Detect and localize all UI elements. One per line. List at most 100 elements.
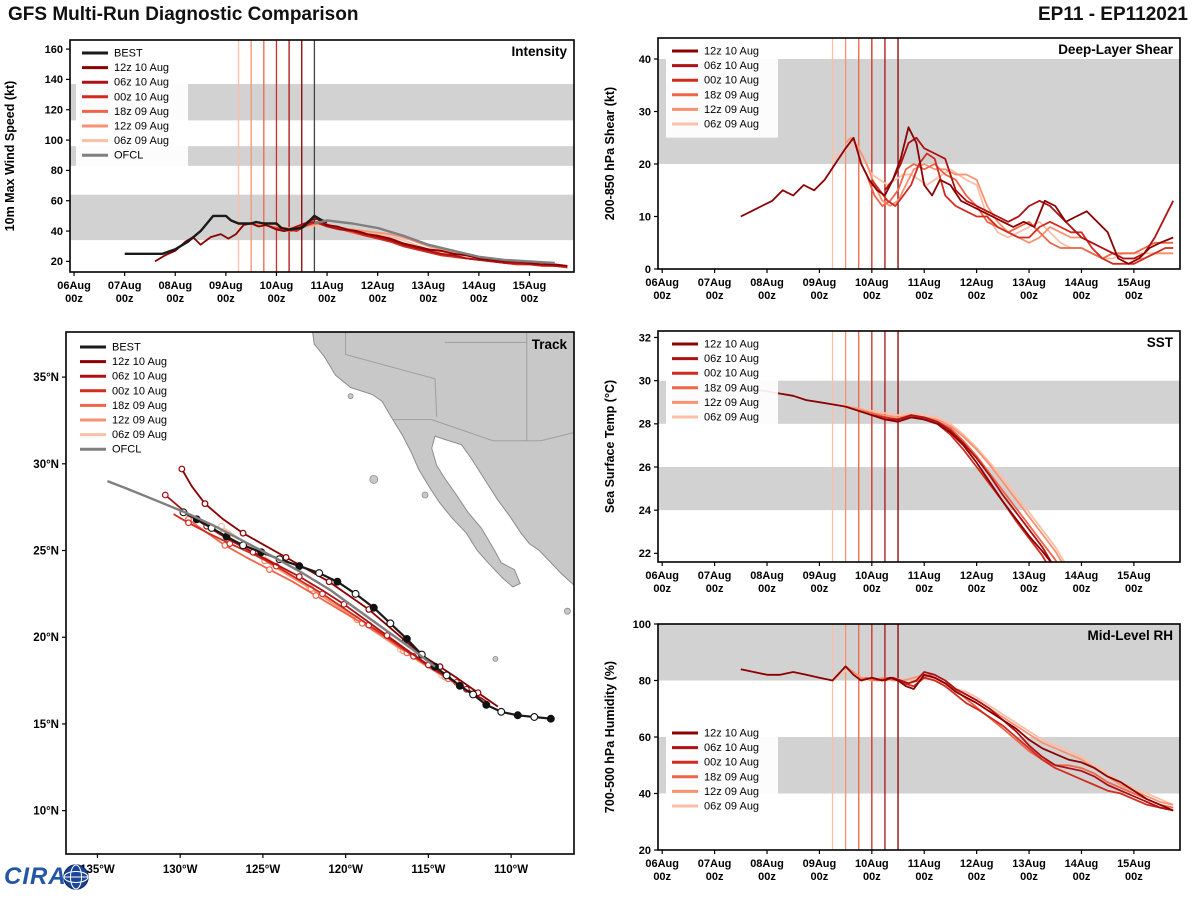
page-title: GFS Multi-Run Diagnostic Comparison	[8, 4, 359, 25]
svg-text:00z: 00z	[1020, 871, 1038, 883]
svg-text:00z: 00z	[116, 293, 134, 305]
svg-text:135°W: 135°W	[80, 864, 115, 876]
svg-text:00z 10 Aug: 00z 10 Aug	[704, 75, 759, 87]
track-map: 135°W 130°W 125°W 120°W 115°W 110°W 10°N 15°N 20…	[33, 331, 575, 876]
svg-text:00z: 00z	[65, 293, 83, 305]
svg-text:160: 160	[45, 44, 63, 56]
svg-text:00z: 00z	[706, 871, 724, 883]
svg-text:115°W: 115°W	[411, 864, 445, 876]
svg-text:120°W: 120°W	[328, 864, 363, 876]
svg-text:12Aug: 12Aug	[960, 277, 994, 289]
svg-text:13Aug: 13Aug	[411, 280, 445, 292]
svg-text:130°W: 130°W	[163, 864, 198, 876]
svg-text:00z: 00z	[318, 293, 336, 305]
svg-text:00z: 00z	[706, 290, 724, 302]
svg-text:00z: 00z	[758, 583, 776, 595]
svg-text:00z 10 Aug: 00z 10 Aug	[704, 757, 759, 769]
svg-text:SST: SST	[1147, 335, 1174, 350]
svg-text:00z: 00z	[968, 871, 986, 883]
svg-text:00z: 00z	[217, 293, 235, 305]
svg-text:10Aug: 10Aug	[855, 858, 889, 870]
svg-text:200-850 hPa Shear (kt): 200-850 hPa Shear (kt)	[603, 87, 617, 220]
svg-text:00z: 00z	[758, 290, 776, 302]
svg-text:07Aug: 07Aug	[698, 277, 732, 289]
svg-text:25°N: 25°N	[33, 546, 59, 558]
svg-text:80: 80	[639, 675, 651, 687]
svg-text:06z 09 Aug: 06z 09 Aug	[112, 429, 167, 441]
svg-text:00z: 00z	[863, 583, 881, 595]
svg-text:08Aug: 08Aug	[750, 858, 784, 870]
svg-text:12z 10 Aug: 12z 10 Aug	[704, 46, 759, 58]
svg-text:12z 09 Aug: 12z 09 Aug	[112, 415, 167, 427]
svg-text:14Aug: 14Aug	[1065, 277, 1099, 289]
svg-text:12z 09 Aug: 12z 09 Aug	[114, 121, 169, 133]
svg-text:11Aug: 11Aug	[908, 277, 941, 289]
svg-text:15Aug: 15Aug	[1117, 858, 1151, 870]
svg-text:00z: 00z	[419, 293, 437, 305]
svg-text:10Aug: 10Aug	[855, 570, 889, 582]
svg-text:15Aug: 15Aug	[1117, 570, 1151, 582]
svg-text:00z: 00z	[521, 293, 539, 305]
svg-text:00z: 00z	[369, 293, 387, 305]
svg-text:00z: 00z	[915, 871, 933, 883]
svg-text:00z: 00z	[968, 290, 986, 302]
svg-text:00z: 00z	[268, 293, 286, 305]
svg-text:Mid-Level RH: Mid-Level RH	[1087, 628, 1173, 643]
svg-text:12Aug: 12Aug	[960, 570, 994, 582]
svg-text:22: 22	[639, 548, 651, 560]
svg-text:18z 09 Aug: 18z 09 Aug	[114, 106, 169, 118]
svg-text:08Aug: 08Aug	[750, 277, 784, 289]
svg-text:11Aug: 11Aug	[908, 858, 941, 870]
svg-text:12z 10 Aug: 12z 10 Aug	[112, 356, 167, 368]
svg-text:30°N: 30°N	[33, 459, 59, 471]
svg-text:28: 28	[639, 419, 651, 431]
svg-text:00z: 00z	[1073, 290, 1091, 302]
svg-text:10Aug: 10Aug	[855, 277, 889, 289]
svg-text:06Aug: 06Aug	[645, 570, 679, 582]
svg-text:Sea Surface Temp (°C): Sea Surface Temp (°C)	[603, 380, 617, 513]
svg-text:06z 09 Aug: 06z 09 Aug	[704, 119, 759, 131]
svg-text:09Aug: 09Aug	[803, 277, 837, 289]
svg-text:00z 10 Aug: 00z 10 Aug	[704, 368, 759, 380]
svg-text:10m Max Wind Speed (kt): 10m Max Wind Speed (kt)	[3, 81, 17, 232]
svg-text:100: 100	[633, 619, 651, 631]
svg-text:00z: 00z	[1020, 583, 1038, 595]
svg-text:13Aug: 13Aug	[1012, 858, 1046, 870]
svg-text:14Aug: 14Aug	[1065, 570, 1099, 582]
svg-text:06z 10 Aug: 06z 10 Aug	[114, 77, 169, 89]
svg-text:11Aug: 11Aug	[311, 280, 344, 292]
svg-text:Deep-Layer Shear: Deep-Layer Shear	[1058, 42, 1174, 57]
svg-text:08Aug: 08Aug	[750, 570, 784, 582]
svg-text:00z: 00z	[1125, 583, 1143, 595]
svg-text:00z: 00z	[470, 293, 488, 305]
svg-text:12z 10 Aug: 12z 10 Aug	[704, 339, 759, 351]
svg-text:00z: 00z	[653, 583, 671, 595]
svg-text:00z: 00z	[915, 583, 933, 595]
svg-text:00z: 00z	[1073, 583, 1091, 595]
svg-text:0: 0	[645, 264, 651, 276]
svg-text:40: 40	[639, 54, 651, 66]
svg-text:35°N: 35°N	[33, 372, 59, 384]
svg-text:BEST: BEST	[114, 48, 143, 60]
svg-text:00z 10 Aug: 00z 10 Aug	[114, 91, 169, 103]
svg-text:110°W: 110°W	[494, 864, 528, 876]
svg-text:06Aug: 06Aug	[645, 858, 679, 870]
svg-text:06z 10 Aug: 06z 10 Aug	[704, 742, 759, 754]
svg-text:00z: 00z	[968, 583, 986, 595]
svg-text:18z 09 Aug: 18z 09 Aug	[112, 400, 167, 412]
svg-text:00z: 00z	[811, 583, 829, 595]
svg-text:OFCL: OFCL	[112, 444, 141, 456]
svg-text:12z 09 Aug: 12z 09 Aug	[704, 786, 759, 798]
svg-text:00z: 00z	[166, 293, 184, 305]
svg-text:00z: 00z	[653, 290, 671, 302]
svg-text:18z 09 Aug: 18z 09 Aug	[704, 771, 759, 783]
shear-chart: 01020304006Aug00z07Aug00z08Aug00z09Aug00…	[603, 37, 1181, 302]
svg-text:00z: 00z	[811, 290, 829, 302]
header: GFS Multi-Run Diagnostic Comparison EP11…	[0, 0, 1200, 26]
svg-text:14Aug: 14Aug	[462, 280, 496, 292]
svg-text:00z: 00z	[1125, 871, 1143, 883]
svg-text:13Aug: 13Aug	[1012, 277, 1046, 289]
sst-chart: 22242628303206Aug00z07Aug00z08Aug00z09Au…	[603, 330, 1181, 595]
cira-logo: CIRA	[4, 862, 91, 892]
